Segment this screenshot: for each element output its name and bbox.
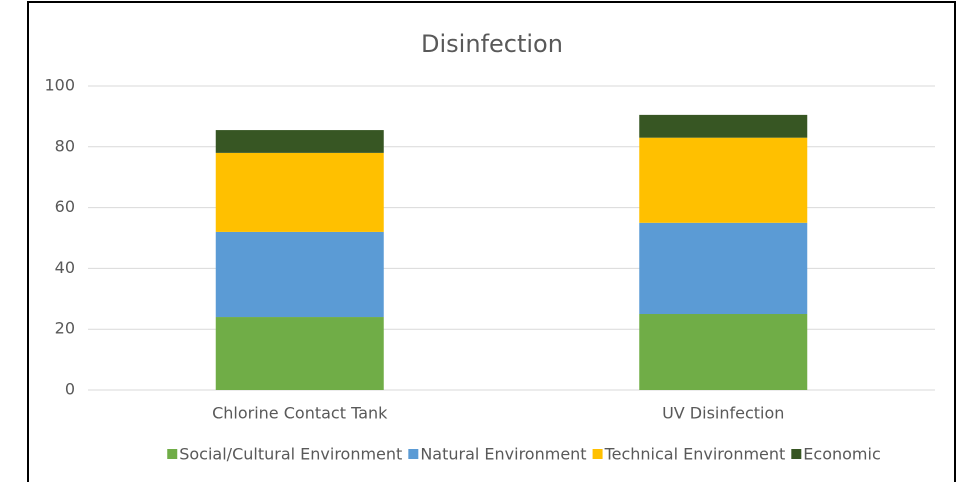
y-tick-label: 60: [55, 197, 75, 216]
legend-swatch: [408, 449, 419, 459]
y-tick-label: 40: [55, 258, 75, 277]
x-tick-label: UV Disinfection: [662, 404, 784, 423]
bar-segment: [215, 152, 384, 232]
y-tick-label: 20: [55, 319, 75, 338]
bar-segment: [639, 114, 808, 138]
bar-segment: [639, 314, 808, 390]
bar-segment: [639, 222, 808, 314]
y-tick-label: 0: [65, 380, 75, 399]
legend-swatch: [791, 449, 802, 459]
chart-title: Disinfection: [421, 30, 563, 58]
bar-segment: [215, 130, 384, 153]
legend-label: Natural Environment: [420, 445, 586, 464]
legend-label: Social/Cultural Environment: [179, 445, 402, 464]
legend-swatch: [592, 449, 603, 459]
y-tick-label: 100: [44, 76, 75, 95]
x-tick-label: Chlorine Contact Tank: [212, 404, 388, 423]
chart-frame: [27, 1, 956, 482]
legend-label: Economic: [803, 445, 880, 464]
y-tick-label: 80: [55, 136, 75, 155]
legend-label: Technical Environment: [604, 445, 786, 464]
bar-segment: [215, 231, 384, 318]
legend-swatch: [167, 449, 178, 459]
bar-segment: [215, 317, 384, 390]
bar-segment: [639, 137, 808, 223]
